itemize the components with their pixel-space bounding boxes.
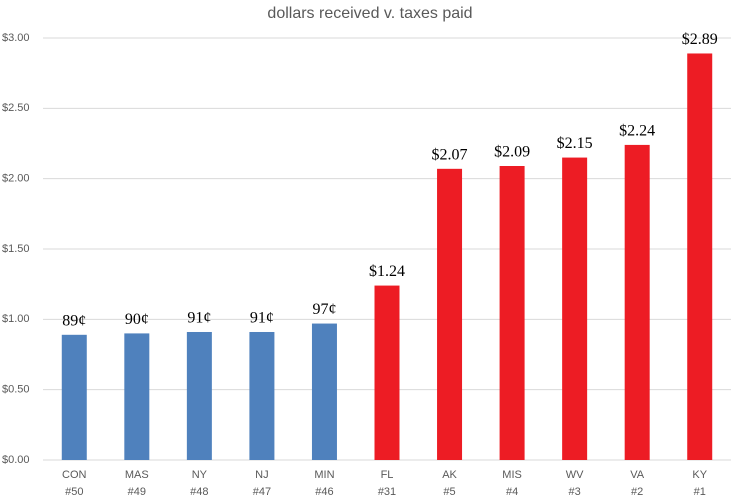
- x-tick-rank: #31: [378, 486, 396, 498]
- x-tick-label: WV: [566, 469, 584, 481]
- x-tick-rank: #5: [443, 486, 455, 498]
- bar: [499, 166, 525, 461]
- x-tick-rank: #2: [631, 486, 643, 498]
- bar: [687, 53, 713, 461]
- value-label: 97¢: [312, 301, 336, 318]
- bar: [562, 157, 588, 461]
- value-label: 91¢: [187, 310, 211, 327]
- y-tick-label: $1.50: [2, 243, 30, 255]
- x-tick-label: MIS: [502, 469, 522, 481]
- value-label: $2.15: [557, 135, 593, 152]
- y-tick-label: $0.50: [2, 384, 30, 396]
- x-tick-label: FL: [381, 469, 394, 481]
- x-tick-rank: #50: [65, 486, 83, 498]
- chart-title: dollars received v. taxes paid: [267, 5, 472, 22]
- y-tick-label: $2.50: [2, 102, 30, 114]
- x-tick-rank: #47: [253, 486, 271, 498]
- bar: [186, 331, 212, 460]
- value-label: $2.07: [432, 146, 468, 163]
- y-tick-label: $3.00: [2, 32, 30, 44]
- x-tick-rank: #46: [315, 486, 333, 498]
- bar: [124, 333, 150, 460]
- x-tick-label: AK: [442, 469, 457, 481]
- y-tick-label: $1.00: [2, 313, 30, 325]
- x-tick-label: NJ: [255, 469, 268, 481]
- x-tick-rank: #3: [569, 486, 581, 498]
- x-tick-rank: #49: [128, 486, 146, 498]
- x-tick-label: MAS: [125, 469, 149, 481]
- x-tick-label: KY: [692, 469, 707, 481]
- x-tick-rank: #4: [506, 486, 518, 498]
- y-tick-label: $2.00: [2, 173, 30, 185]
- bar: [61, 334, 87, 460]
- y-tick-label: $0.00: [2, 454, 30, 466]
- x-tick-rank: #1: [694, 486, 706, 498]
- x-tick-label: NY: [192, 469, 208, 481]
- value-label: $1.24: [369, 263, 405, 280]
- x-tick-label: VA: [630, 469, 645, 481]
- value-label: $2.89: [682, 31, 718, 48]
- value-label: $2.09: [494, 144, 530, 161]
- bar: [249, 331, 275, 460]
- bar: [374, 285, 400, 460]
- bar: [437, 168, 463, 460]
- bar: [624, 144, 650, 460]
- bar: [311, 323, 337, 460]
- value-label: 90¢: [125, 311, 149, 328]
- value-label: 91¢: [250, 310, 274, 327]
- x-tick-rank: #48: [190, 486, 208, 498]
- x-tick-label: MIN: [314, 469, 334, 481]
- x-tick-label: CON: [62, 469, 87, 481]
- value-label: $2.24: [619, 123, 655, 140]
- value-label: 89¢: [62, 312, 86, 329]
